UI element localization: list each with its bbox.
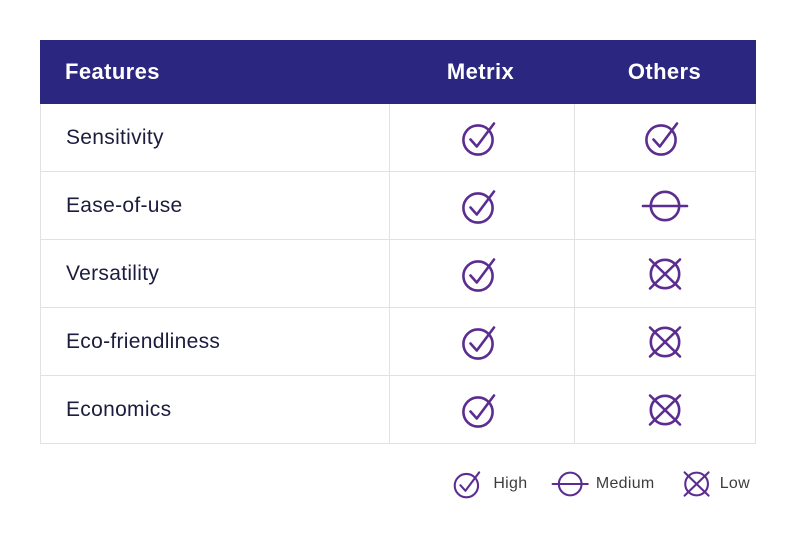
check-circle-icon: [462, 121, 496, 156]
table-row: Sensitivity: [41, 104, 755, 172]
check-circle-icon: [462, 393, 496, 428]
column-header-features: Features: [65, 59, 160, 84]
metrix-rating-cell: [389, 240, 574, 307]
cross-circle-icon: [648, 257, 682, 290]
dash-circle-icon: [641, 190, 689, 221]
legend-icon-slot: [679, 468, 714, 500]
table-row: Ease-of-use: [41, 172, 755, 240]
metrix-rating-cell: [389, 376, 574, 443]
feature-label: Ease-of-use: [66, 193, 183, 217]
feature-label: Versatility: [66, 261, 160, 285]
legend-item-high: High: [452, 468, 527, 500]
cross-circle-icon: [683, 471, 710, 497]
table-body: Sensitivity Ease-of-use Versatility Eco-…: [40, 104, 756, 444]
cross-circle-icon: [648, 325, 682, 358]
metrix-rating-cell: [389, 104, 574, 171]
feature-label: Sensitivity: [66, 125, 164, 149]
table-row: Eco-friendliness: [41, 308, 755, 376]
metrix-rating-cell: [389, 172, 574, 239]
cross-circle-icon: [648, 393, 682, 426]
legend: High Medium Low: [452, 464, 750, 504]
legend-item-low: Low: [679, 468, 750, 500]
table-row: Economics: [41, 376, 755, 443]
feature-label: Economics: [66, 397, 172, 421]
check-circle-icon: [645, 121, 679, 156]
others-rating-cell: [574, 172, 755, 239]
legend-label-low: Low: [719, 475, 750, 492]
dash-circle-icon: [551, 471, 590, 497]
legend-icon-slot: [452, 468, 487, 500]
feature-label: Eco-friendliness: [66, 329, 221, 353]
legend-label-high: High: [493, 475, 528, 492]
check-circle-icon: [462, 257, 496, 292]
others-rating-cell: [574, 376, 755, 443]
table-row: Versatility: [41, 240, 755, 308]
legend-item-medium: Medium: [551, 468, 654, 500]
table-header-row: Features Metrix Others: [40, 40, 756, 104]
column-header-others: Others: [627, 59, 702, 84]
check-circle-icon: [462, 325, 496, 360]
check-circle-icon: [453, 471, 481, 499]
column-header-metrix: Metrix: [446, 59, 515, 84]
comparison-table: Features Metrix Others Sensitivity Ease-…: [40, 40, 756, 444]
others-rating-cell: [574, 104, 755, 171]
legend-icon-slot: [551, 468, 590, 500]
others-rating-cell: [574, 308, 755, 375]
others-rating-cell: [574, 240, 755, 307]
metrix-rating-cell: [389, 308, 574, 375]
legend-label-medium: Medium: [595, 475, 655, 492]
check-circle-icon: [462, 189, 496, 224]
